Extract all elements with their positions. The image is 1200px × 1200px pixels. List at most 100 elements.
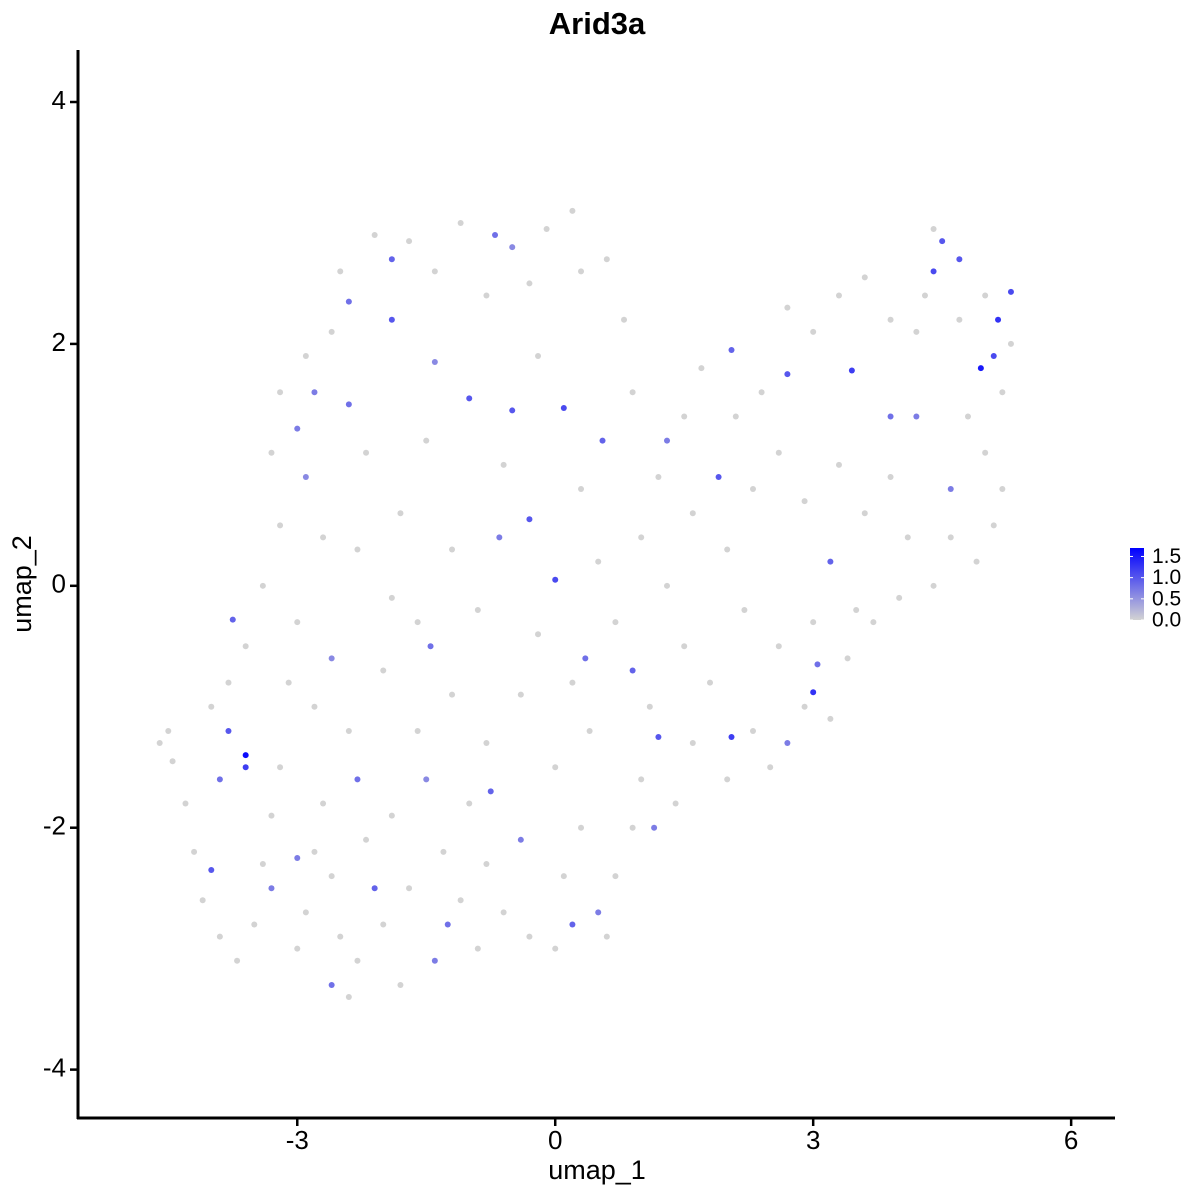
- point: [612, 873, 619, 880]
- point: [595, 558, 602, 565]
- point: [638, 776, 645, 783]
- point: [896, 594, 903, 601]
- point: [560, 873, 567, 880]
- point: [165, 727, 172, 734]
- point: [664, 582, 671, 589]
- point: [629, 667, 636, 674]
- point: [397, 510, 404, 517]
- point: [810, 689, 817, 696]
- point: [603, 256, 610, 263]
- point: [784, 371, 791, 378]
- point: [964, 413, 971, 420]
- point: [595, 909, 602, 916]
- point: [427, 643, 434, 650]
- point: [311, 389, 318, 396]
- point: [363, 449, 370, 456]
- point: [354, 546, 361, 553]
- point: [474, 945, 481, 952]
- point: [844, 655, 851, 662]
- point: [995, 316, 1002, 323]
- point: [388, 812, 395, 819]
- point: [586, 727, 593, 734]
- point: [414, 727, 421, 734]
- point: [277, 764, 284, 771]
- y-tick-label: -2: [43, 811, 66, 841]
- point: [337, 268, 344, 275]
- point: [827, 715, 834, 722]
- point: [328, 655, 335, 662]
- point: [199, 897, 206, 904]
- point: [423, 776, 430, 783]
- point: [216, 933, 223, 940]
- chart-title: Arid3a: [549, 6, 646, 41]
- point: [689, 740, 696, 747]
- point: [225, 727, 232, 734]
- point: [887, 413, 894, 420]
- point: [487, 788, 494, 795]
- point: [664, 437, 671, 444]
- point: [741, 607, 748, 614]
- point: [294, 425, 301, 432]
- point: [582, 655, 589, 662]
- point: [870, 619, 877, 626]
- point: [552, 576, 559, 583]
- point: [277, 522, 284, 529]
- point: [982, 292, 989, 299]
- point: [848, 367, 855, 374]
- colorbar: [1130, 548, 1144, 620]
- y-tick-label: -4: [43, 1052, 66, 1082]
- point: [388, 256, 395, 263]
- point: [930, 582, 937, 589]
- point: [328, 981, 335, 988]
- point: [440, 848, 447, 855]
- point: [749, 727, 756, 734]
- point: [707, 679, 714, 686]
- point: [517, 691, 524, 698]
- point: [689, 510, 696, 517]
- point: [698, 365, 705, 372]
- point: [728, 734, 735, 741]
- point: [320, 800, 327, 807]
- point: [749, 486, 756, 493]
- point: [259, 582, 266, 589]
- colorbar-tick-label: 1.5: [1152, 545, 1181, 568]
- point: [982, 449, 989, 456]
- point: [242, 752, 249, 759]
- point: [466, 800, 473, 807]
- point: [681, 413, 688, 420]
- point: [294, 854, 301, 861]
- point: [363, 836, 370, 843]
- colorbar-tick-label: 0.5: [1152, 587, 1181, 610]
- point: [904, 534, 911, 541]
- point: [861, 274, 868, 281]
- point: [302, 353, 309, 360]
- point: [956, 316, 963, 323]
- point: [388, 316, 395, 323]
- point: [457, 219, 464, 226]
- point: [294, 945, 301, 952]
- point: [229, 616, 236, 623]
- point: [449, 691, 456, 698]
- point: [973, 558, 980, 565]
- point: [526, 280, 533, 287]
- point: [629, 824, 636, 831]
- point: [827, 558, 834, 565]
- point: [655, 734, 662, 741]
- point: [354, 776, 361, 783]
- point: [406, 238, 413, 245]
- point: [492, 232, 499, 239]
- x-tick-label: 3: [806, 1125, 820, 1155]
- point: [328, 873, 335, 880]
- point: [302, 473, 309, 480]
- point: [651, 824, 658, 831]
- colorbar-tick-label: 0.0: [1152, 609, 1181, 632]
- point: [612, 619, 619, 626]
- point: [345, 727, 352, 734]
- point: [784, 740, 791, 747]
- point: [259, 861, 266, 868]
- point: [474, 607, 481, 614]
- point: [431, 268, 438, 275]
- point: [496, 534, 503, 541]
- point: [578, 486, 585, 493]
